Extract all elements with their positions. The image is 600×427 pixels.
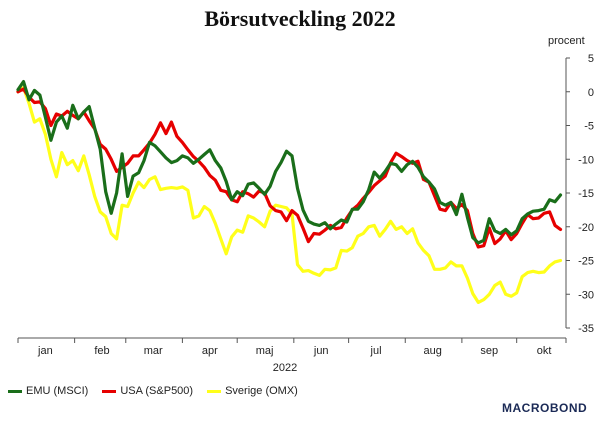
y-tick-label: -25 (578, 256, 594, 268)
legend: EMU (MSCI) USA (S&P500) Sverige (OMX) (8, 385, 298, 397)
legend-item-emu: EMU (MSCI) (8, 385, 88, 397)
series-line-sverige (16, 86, 563, 304)
x-tick-label-sep: sep (480, 345, 498, 357)
y-tick-label: 0 (588, 87, 594, 99)
legend-swatch-emu (8, 389, 22, 393)
x-tick-label-okt: okt (537, 345, 552, 357)
y-tick-label: -30 (578, 289, 594, 301)
x-tick-label-jan: jan (37, 345, 53, 357)
macrobond-logo: MACROBOND (502, 401, 588, 415)
x-tick-label-aug: aug (423, 345, 441, 357)
legend-swatch-sverige (207, 389, 222, 393)
chart-axes: 5 0 -5 -10 -15 -20 -25 -30 -35 jan feb mar apr maj jun… (17, 53, 594, 357)
legend-item-sverige: Sverige (OMX) (207, 385, 298, 397)
x-tick-label-mar: mar (144, 345, 163, 357)
chart-lines (16, 79, 563, 304)
chart-title: Börsutveckling 2022 (204, 6, 396, 31)
x-tick-label-feb: feb (94, 345, 109, 357)
y-axis-unit: procent (548, 35, 585, 47)
legend-label-usa: USA (S&P500) (120, 385, 194, 397)
x-tick-label-jun: jun (313, 345, 329, 357)
y-tick-label: -20 (578, 222, 594, 234)
legend-label-sverige: Sverige (OMX) (225, 385, 298, 397)
legend-swatch-usa (102, 389, 117, 393)
legend-item-usa: USA (S&P500) (102, 385, 193, 397)
x-axis-title: 2022 (272, 362, 298, 374)
series-line-usa (16, 87, 563, 249)
y-tick-label: -35 (578, 323, 594, 335)
x-tick-label-jul: jul (370, 345, 382, 357)
y-tick-label: -10 (578, 154, 594, 166)
y-tick-label: -5 (584, 121, 594, 133)
y-tick-label: 5 (588, 53, 594, 65)
legend-label-emu: EMU (MSCI) (26, 385, 89, 397)
x-tick-label-apr: apr (202, 345, 218, 357)
y-tick-label: -15 (578, 188, 594, 200)
x-tick-label-maj: maj (256, 345, 274, 357)
series-line-emu (16, 79, 563, 245)
